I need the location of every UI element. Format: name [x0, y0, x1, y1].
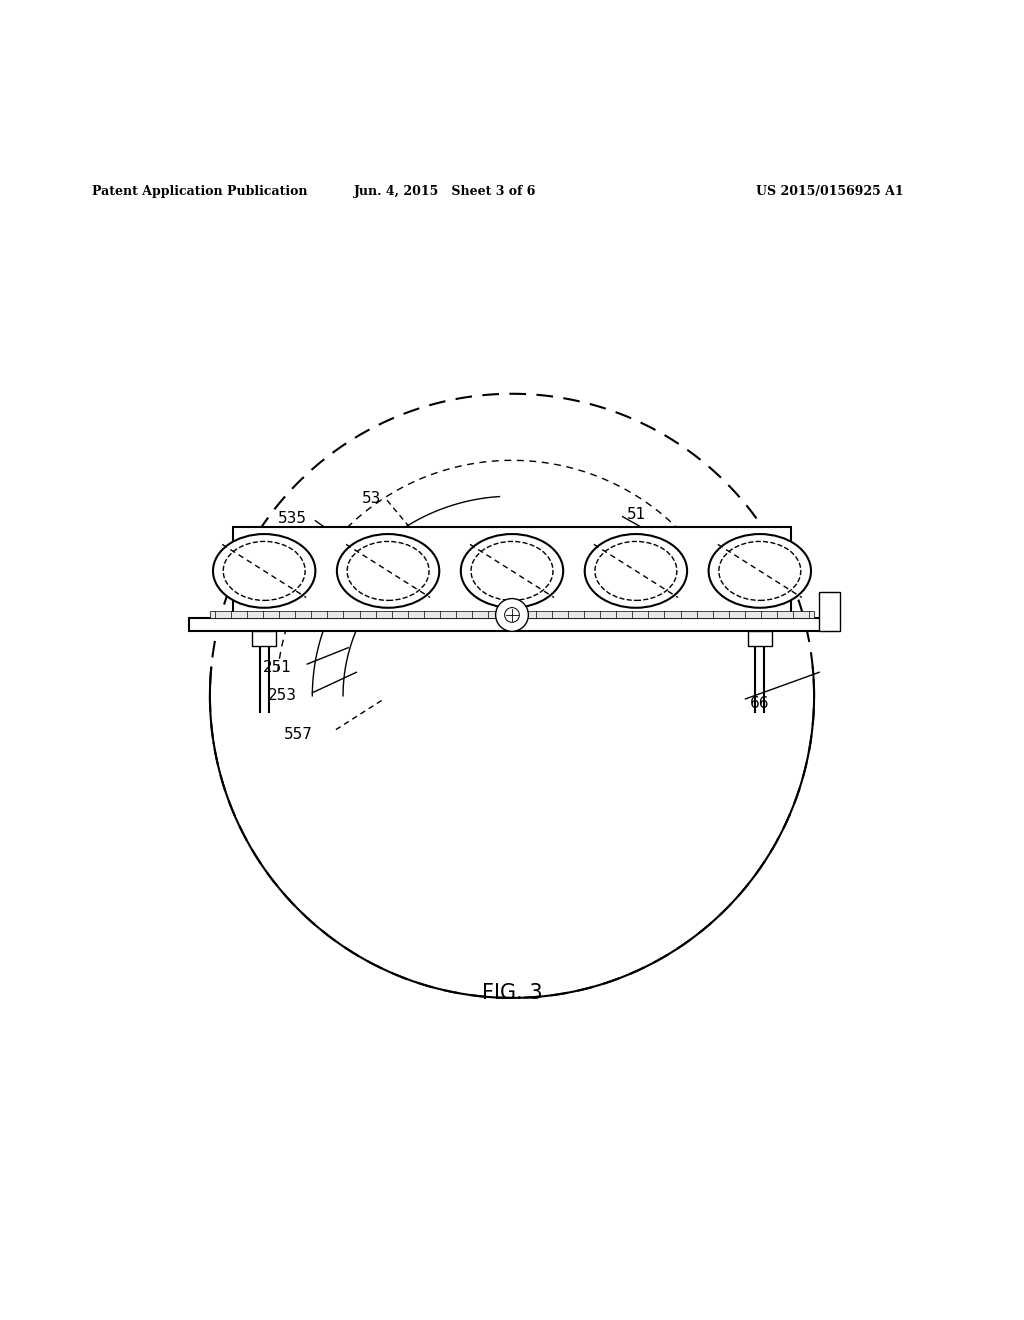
Text: Patent Application Publication: Patent Application Publication: [92, 185, 307, 198]
Text: FIG. 3: FIG. 3: [481, 983, 543, 1003]
Text: 66: 66: [750, 696, 769, 710]
Ellipse shape: [337, 535, 439, 607]
Ellipse shape: [471, 541, 553, 601]
Bar: [748, 631, 772, 645]
Ellipse shape: [585, 535, 687, 607]
Ellipse shape: [223, 541, 305, 601]
Ellipse shape: [595, 541, 677, 601]
Text: 251: 251: [263, 660, 292, 675]
Text: 53: 53: [361, 491, 381, 506]
Circle shape: [496, 598, 528, 631]
Text: 535: 535: [279, 511, 307, 527]
Text: 51: 51: [627, 507, 646, 523]
Text: 557: 557: [284, 727, 312, 742]
Bar: [210, 611, 814, 618]
Text: Jun. 4, 2015   Sheet 3 of 6: Jun. 4, 2015 Sheet 3 of 6: [354, 185, 537, 198]
Circle shape: [505, 607, 519, 622]
Bar: [252, 631, 276, 645]
Ellipse shape: [461, 535, 563, 607]
Bar: [819, 593, 840, 631]
Text: 253: 253: [268, 688, 297, 704]
Bar: [233, 527, 791, 615]
Ellipse shape: [719, 541, 801, 601]
Ellipse shape: [709, 535, 811, 607]
Text: US 2015/0156925 A1: US 2015/0156925 A1: [756, 185, 903, 198]
Ellipse shape: [347, 541, 429, 601]
Bar: [189, 618, 835, 631]
Ellipse shape: [213, 535, 315, 607]
